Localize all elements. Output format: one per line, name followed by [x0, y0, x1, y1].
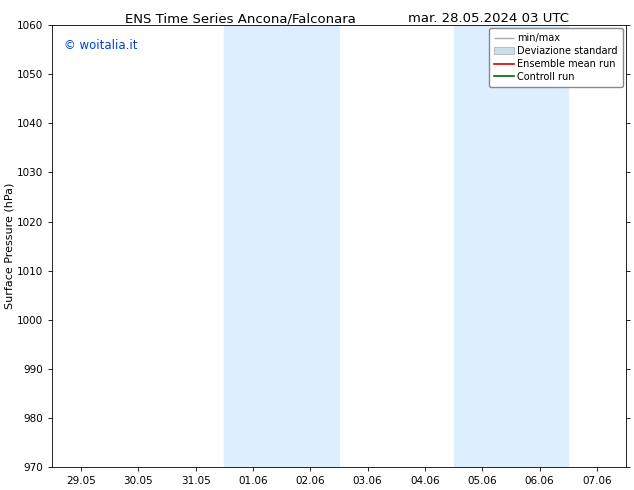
Text: mar. 28.05.2024 03 UTC: mar. 28.05.2024 03 UTC: [408, 12, 569, 25]
Bar: [224, 25, 339, 467]
Legend: min/max, Deviazione standard, Ensemble mean run, Controll run: min/max, Deviazione standard, Ensemble m…: [489, 28, 623, 87]
Y-axis label: Surface Pressure (hPa): Surface Pressure (hPa): [4, 183, 14, 309]
Text: © woitalia.it: © woitalia.it: [63, 39, 137, 51]
Bar: [454, 25, 568, 467]
Text: ENS Time Series Ancona/Falconara: ENS Time Series Ancona/Falconara: [126, 12, 356, 25]
